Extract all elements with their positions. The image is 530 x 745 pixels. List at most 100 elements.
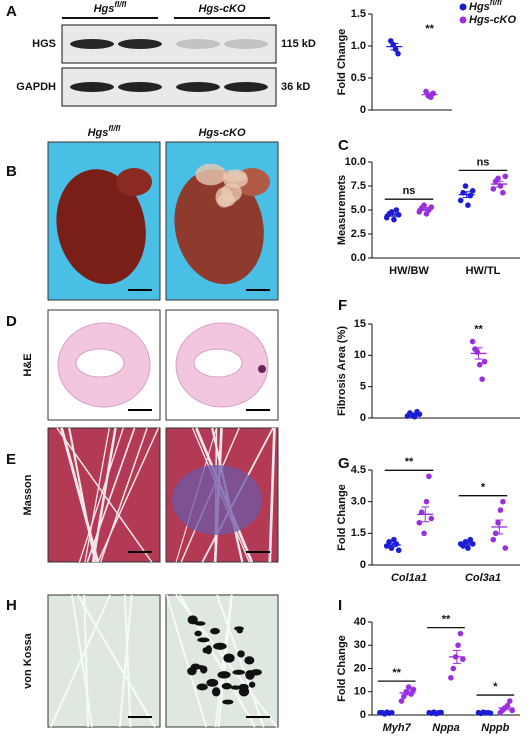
- blot-band: [176, 39, 220, 49]
- deposit: [199, 665, 208, 674]
- data-point: [490, 536, 497, 543]
- blot-row-label: GAPDH: [16, 81, 56, 93]
- data-point: [465, 202, 471, 208]
- deposit: [206, 678, 219, 687]
- legend-marker: [459, 3, 467, 11]
- y-tick-label: 0: [360, 559, 366, 571]
- blot-band: [70, 39, 114, 49]
- x-tick-label: Nppa: [432, 722, 460, 734]
- panel-label: I: [338, 597, 342, 614]
- data-point: [460, 543, 466, 549]
- image-row-label: von Kossa: [22, 632, 34, 689]
- deposit: [221, 682, 232, 690]
- fiber: [165, 594, 208, 728]
- deposit: [223, 653, 235, 663]
- panel-label: E: [6, 451, 16, 468]
- heart: [174, 169, 264, 285]
- section-inner: [75, 348, 125, 378]
- data-point: [506, 698, 513, 704]
- blot-size-label: 115 kD: [281, 38, 316, 50]
- significance-label: *: [493, 681, 498, 693]
- streak: [100, 427, 148, 563]
- fiber: [49, 594, 112, 728]
- blot-group-label-sup: fl/fl: [114, 0, 127, 9]
- fiber: [123, 594, 132, 728]
- deposit: [248, 681, 256, 688]
- y-tick-label: 0.5: [351, 72, 366, 84]
- panel-label: C: [338, 137, 349, 154]
- panel-label: B: [6, 163, 17, 180]
- deposit: [197, 637, 210, 643]
- pale-patch: [223, 171, 249, 188]
- blot-band: [118, 39, 162, 49]
- data-point: [469, 188, 476, 194]
- y-tick-label: 1.5: [351, 527, 366, 539]
- data-point: [393, 207, 400, 213]
- deposit: [237, 650, 245, 658]
- data-point: [416, 519, 423, 526]
- deposit: [238, 683, 249, 691]
- y-tick-label: 3.0: [351, 496, 366, 508]
- streak: [84, 427, 110, 563]
- data-point: [430, 90, 437, 97]
- deposit: [187, 615, 198, 625]
- streak: [78, 427, 124, 563]
- panel-label: G: [338, 455, 350, 472]
- significance-label: **: [425, 23, 434, 35]
- data-point: [481, 358, 488, 365]
- y-tick-label: 0: [360, 104, 366, 116]
- significance-label: **: [442, 614, 451, 626]
- data-point: [448, 675, 454, 681]
- data-point: [398, 698, 405, 704]
- image-group-label: Hgsfl/fl: [88, 124, 122, 139]
- deposit: [190, 663, 201, 670]
- data-point: [476, 361, 483, 368]
- significance-label: *: [481, 482, 486, 494]
- data-point: [490, 186, 497, 192]
- data-point: [502, 173, 509, 180]
- fiber: [71, 594, 94, 728]
- x-tick-label: HW/BW: [389, 265, 429, 277]
- x-tick-label: Col1a1: [391, 572, 427, 584]
- deposit: [234, 626, 244, 631]
- image-group-label: Hgs-cKO: [198, 127, 246, 139]
- legend-label: Hgsfl/fl: [469, 0, 503, 13]
- y-axis-label: Fold Change: [336, 29, 348, 96]
- fiber: [83, 594, 90, 728]
- data-point: [393, 541, 400, 547]
- deposit: [205, 645, 212, 655]
- streak: [268, 427, 276, 563]
- y-tick-label: 0: [360, 709, 366, 721]
- blot-row-label: HGS: [32, 38, 56, 50]
- blot-band: [224, 82, 268, 92]
- data-point: [395, 547, 402, 554]
- y-tick-label: 20: [354, 662, 366, 674]
- data-point: [495, 519, 501, 526]
- data-point: [509, 707, 515, 714]
- deposit: [244, 656, 255, 665]
- streak: [91, 427, 117, 563]
- x-tick-label: HW/TL: [466, 265, 501, 277]
- image-row-label: Masson: [22, 474, 34, 515]
- legend-label-main: Hgs: [469, 1, 490, 13]
- data-point: [492, 530, 499, 537]
- image-group-label-main: Hgs: [88, 127, 109, 139]
- panel-label: H: [6, 597, 17, 614]
- blot-group-label-main: Hgs: [94, 3, 115, 15]
- data-point: [502, 545, 509, 551]
- data-point: [405, 684, 412, 690]
- y-tick-label: 0.0: [351, 252, 366, 264]
- deposit: [230, 685, 241, 690]
- blot-band: [118, 82, 162, 92]
- deposit: [232, 669, 246, 675]
- x-tick-label: Myh7: [383, 722, 412, 734]
- deposit: [210, 627, 220, 635]
- y-tick-label: 10.0: [345, 156, 366, 168]
- y-tick-label: 1.0: [351, 40, 366, 52]
- section-inner: [193, 348, 243, 378]
- legend-label-main: Hgs-cKO: [469, 14, 517, 26]
- legend-label: Hgs-cKO: [469, 14, 517, 26]
- data-point: [391, 536, 397, 543]
- data-point: [479, 376, 485, 382]
